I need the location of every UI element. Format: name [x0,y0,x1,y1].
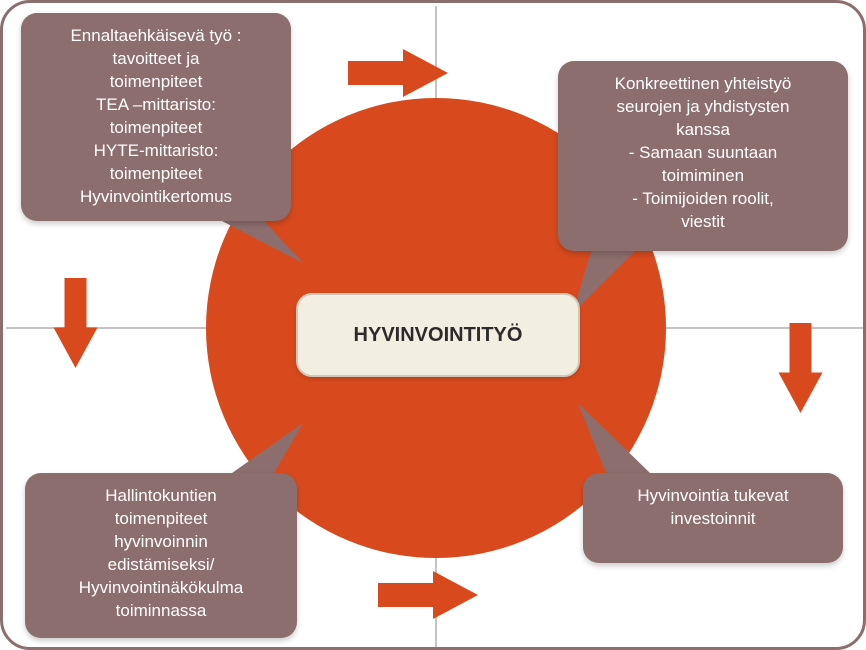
diagram-frame: Ennaltaehkäisevä työ :tavoitteet jatoime… [0,0,866,650]
callout-line: toimiminen [574,165,832,188]
arrow-right [773,323,828,413]
center-label-box: HYVINVOINTITYÖ [296,293,580,377]
callout-line: seurojen ja yhdistysten [574,96,832,119]
callout-line: tavoitteet ja [37,48,275,71]
callout-line: toimenpiteet [37,71,275,94]
callout-line: Hallintokuntien [41,485,281,508]
arrow-bottom [378,565,478,625]
callout-line: edistämiseksi/ [41,554,281,577]
arrow-top [348,43,448,103]
callout-line: - Samaan suuntaan [574,142,832,165]
arrow-left [48,278,103,368]
callout-line: HYTE-mittaristo: [37,140,275,163]
callout-line: kanssa [574,119,832,142]
callout-line: investoinnit [599,508,827,531]
callout-line: Ennaltaehkäisevä työ : [37,25,275,48]
callout-bottom-right: Hyvinvointia tukevatinvestoinnit [583,473,843,563]
center-label-text: HYVINVOINTITYÖ [354,324,523,347]
callout-line: - Toimijoiden roolit, [574,188,832,211]
callout-line: Konkreettinen yhteistyö [574,73,832,96]
callout-line: Hyvinvointikertomus [37,186,275,209]
callout-line: toimenpiteet [37,163,275,186]
callout-line: toimenpiteet [41,508,281,531]
callout-line: Hyvinvointinäkökulma [41,577,281,600]
callout-top-right: Konkreettinen yhteistyöseurojen ja yhdis… [558,61,848,251]
callout-line: TEA –mittaristo: [37,94,275,117]
callout-top-left: Ennaltaehkäisevä työ :tavoitteet jatoime… [21,13,291,221]
callout-line: Hyvinvointia tukevat [599,485,827,508]
callout-line: toimenpiteet [37,117,275,140]
callout-line: toiminnassa [41,600,281,623]
callout-line: hyvinvoinnin [41,531,281,554]
callout-line: viestit [574,211,832,234]
callout-bottom-left: Hallintokuntientoimenpiteethyvinvoinnine… [25,473,297,638]
